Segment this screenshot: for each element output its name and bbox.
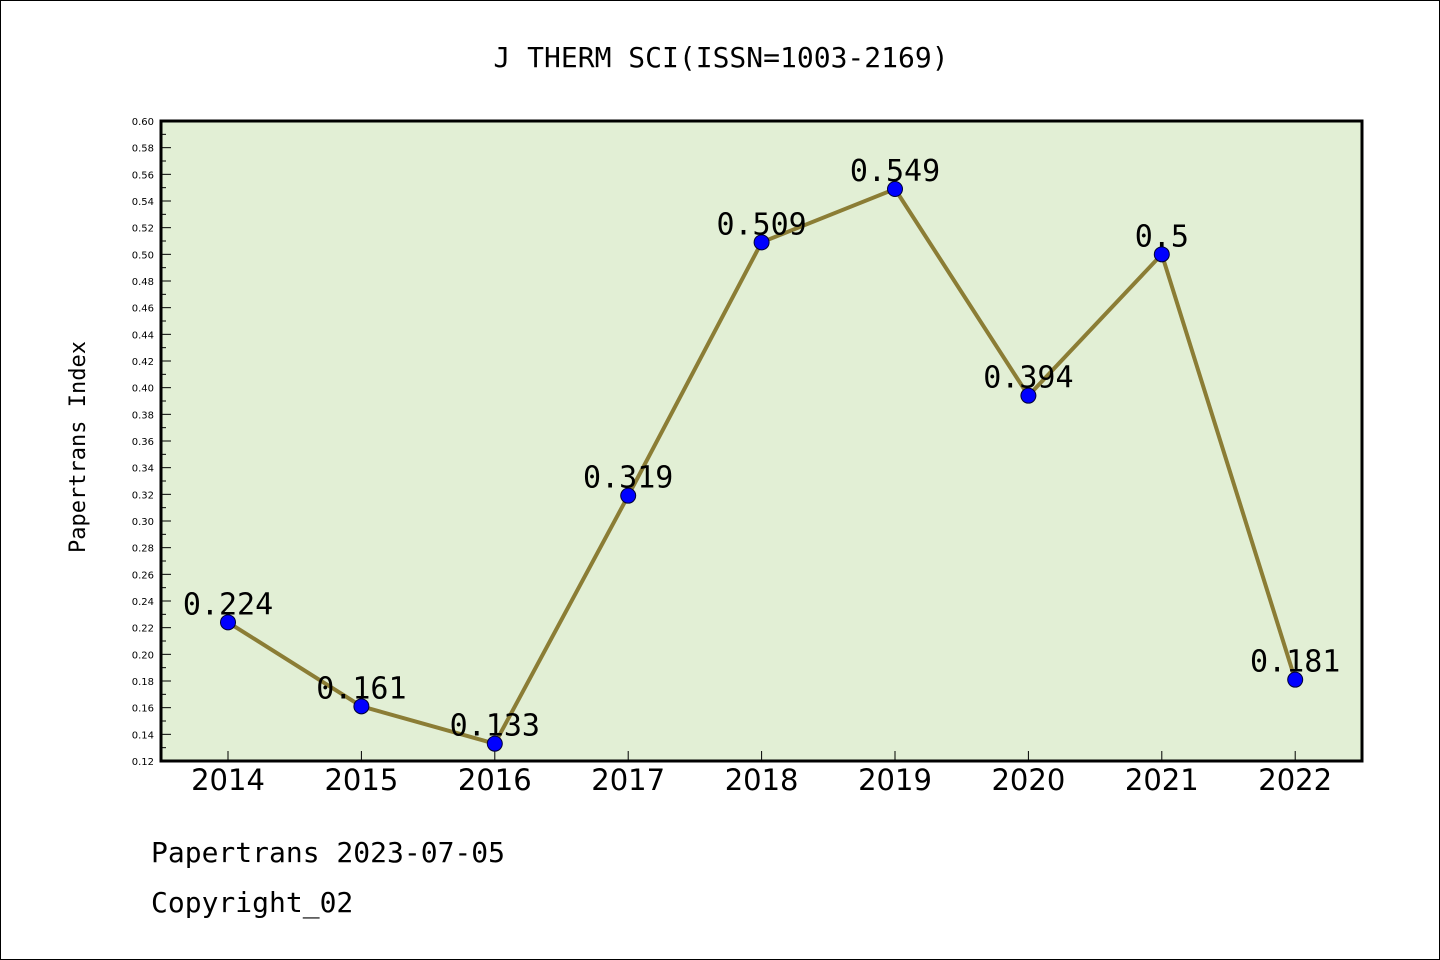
data-label: 0.549 xyxy=(850,154,940,189)
x-tick-label: 2022 xyxy=(1258,763,1332,797)
y-axis-label: Papertrans Index xyxy=(66,341,91,553)
y-tick-label: 0.32 xyxy=(132,490,154,501)
y-tick-label: 0.58 xyxy=(132,144,154,155)
y-tick-label: 0.14 xyxy=(132,730,154,741)
y-tick-label: 0.56 xyxy=(132,170,154,181)
data-label: 0.5 xyxy=(1135,219,1189,254)
y-tick-label: 0.26 xyxy=(132,570,154,581)
y-tick-label: 0.34 xyxy=(132,464,154,475)
data-point xyxy=(620,487,637,504)
y-tick-label: 0.36 xyxy=(132,437,154,448)
y-tick-label: 0.22 xyxy=(132,624,154,635)
y-tick-label: 0.28 xyxy=(132,544,154,555)
data-label: 0.394 xyxy=(983,361,1073,396)
data-label: 0.181 xyxy=(1250,645,1340,680)
chart-title: J THERM SCI(ISSN=1003-2169) xyxy=(493,41,948,74)
y-tick-label: 0.44 xyxy=(132,330,154,341)
plot-frame xyxy=(159,119,1364,763)
y-tick-label: 0.18 xyxy=(132,677,154,688)
x-tick-label: 2021 xyxy=(1125,763,1199,797)
data-points xyxy=(220,181,1304,752)
y-axis-ticks xyxy=(161,120,171,762)
data-point xyxy=(220,614,236,631)
data-point xyxy=(1020,387,1037,404)
y-tick-label: 0.30 xyxy=(132,517,154,528)
y-tick-label: 0.52 xyxy=(132,224,154,235)
data-point xyxy=(887,181,903,197)
data-point xyxy=(1153,246,1170,263)
y-tick-label: 0.46 xyxy=(132,304,154,315)
y-tick-label: 0.48 xyxy=(132,277,154,288)
y-tick-label: 0.16 xyxy=(132,704,154,715)
data-point xyxy=(353,698,370,715)
x-tick-label: 2015 xyxy=(324,763,398,797)
y-tick-label: 0.12 xyxy=(132,757,154,768)
data-label: 0.319 xyxy=(583,461,673,496)
data-labels: 0.224 0.161 0.133 0.319 0.509 0.549 0.394 0.5 0.… xyxy=(183,154,1341,744)
data-label: 0.509 xyxy=(716,207,806,242)
x-axis-ticks xyxy=(227,751,1296,761)
footer-copyright: Copyright_02 xyxy=(151,886,354,919)
x-tick-label: 2019 xyxy=(858,763,932,797)
data-point xyxy=(1287,671,1304,688)
y-tick-label: 0.60 xyxy=(132,117,154,128)
y-tick-label: 0.20 xyxy=(132,650,154,661)
data-label: 0.133 xyxy=(450,709,540,744)
y-axis-tick-labels: 0.12 0.14 0.16 0.18 0.20 0.22 0.24 0.26 0.28 0.30… xyxy=(132,117,154,768)
x-tick-label: 2020 xyxy=(991,763,1065,797)
x-axis-tick-labels: 2014 2015 2016 2017 2018 2019 2020 2021 2022 xyxy=(191,763,1332,797)
data-label: 0.161 xyxy=(316,671,406,706)
x-tick-label: 2014 xyxy=(191,763,265,797)
plot-area xyxy=(161,121,1362,761)
y-tick-label: 0.24 xyxy=(132,597,154,608)
x-tick-label: 2016 xyxy=(458,763,532,797)
footer-date: Papertrans 2023-07-05 xyxy=(151,836,506,869)
y-tick-label: 0.38 xyxy=(132,410,154,421)
y-tick-label: 0.42 xyxy=(132,357,154,368)
y-tick-label: 0.40 xyxy=(132,384,154,395)
data-label: 0.224 xyxy=(183,587,273,622)
y-tick-label: 0.54 xyxy=(132,197,154,208)
x-tick-label: 2017 xyxy=(591,763,665,797)
y-tick-label: 0.50 xyxy=(132,250,154,261)
data-point xyxy=(753,234,770,251)
x-tick-label: 2018 xyxy=(725,763,799,797)
data-point xyxy=(486,735,503,752)
